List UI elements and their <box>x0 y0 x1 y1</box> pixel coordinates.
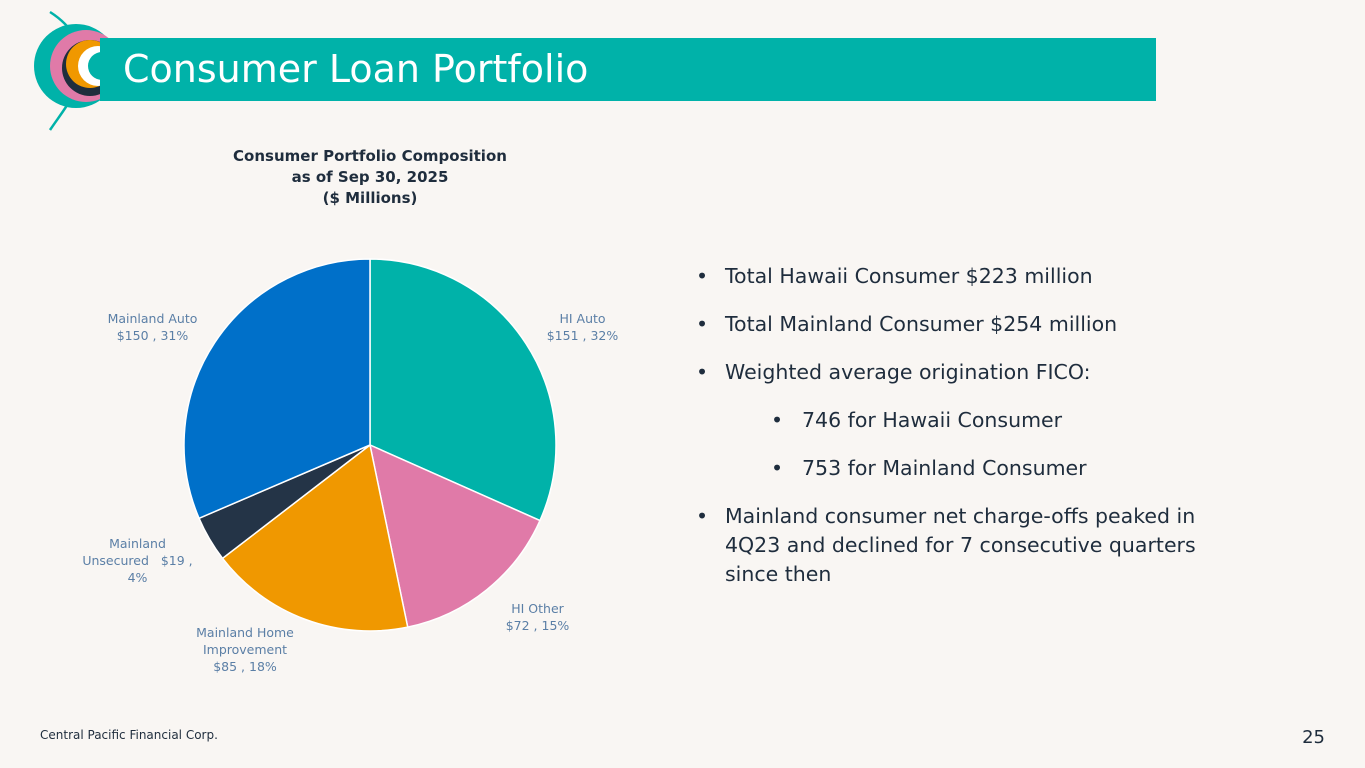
slice-label-mainland-unsecured-value: 4% <box>127 570 148 585</box>
slice-label-mainland-unsecured: Mainland Unsecured $19 , 4% <box>70 535 205 586</box>
chart-title-line-2: as of Sep 30, 2025 <box>291 168 449 186</box>
slice-label-mainland-home-improvement: Mainland Home Improvement $85 , 18% <box>170 624 320 675</box>
slice-label-mainland-unsecured-name: Mainland <box>109 536 166 551</box>
bullet-text: 746 for Hawaii Consumer <box>802 408 1063 432</box>
bullet-glyph: • <box>696 264 709 288</box>
bullet-glyph: • <box>771 408 784 432</box>
slice-label-mainland-home-value: $85 , 18% <box>213 659 277 674</box>
bullet-item: • Mainland consumer net charge-offs peak… <box>690 502 1250 589</box>
chart-title: Consumer Portfolio Composition as of Sep… <box>210 146 530 209</box>
page-title: Consumer Loan Portfolio <box>123 47 589 91</box>
bullet-text: Total Hawaii Consumer $223 million <box>725 264 1093 288</box>
slice-label-mainland-unsecured-name-2: Unsecured $19 , <box>82 553 193 568</box>
bullet-item: • Total Mainland Consumer $254 million <box>690 310 1250 339</box>
bullet-glyph: • <box>696 312 709 336</box>
bullet-glyph: • <box>771 456 784 480</box>
chart-title-line-3: ($ Millions) <box>322 189 418 207</box>
slice-label-hi-other-value: $72 , 15% <box>505 618 570 633</box>
slice-label-hi-auto: HI Auto $151 , 32% <box>520 310 645 344</box>
slice-label-mainland-home-name-2: Improvement <box>202 642 288 657</box>
bullet-text: Mainland consumer net charge-offs peaked… <box>725 504 1196 586</box>
title-bar <box>100 38 1156 101</box>
pie-slice-mainland-home-improvement <box>221 443 409 632</box>
slice-label-hi-other: HI Other $72 , 15% <box>475 600 600 634</box>
pie-slice-hi-other <box>368 443 541 629</box>
bullet-item: • Total Hawaii Consumer $223 million <box>690 262 1250 291</box>
pie-slice-hi-auto <box>369 258 557 522</box>
slice-label-hi-other-name: HI Other <box>511 601 564 616</box>
sub-bullet-item: • 746 for Hawaii Consumer <box>690 406 1250 435</box>
bullet-text: 753 for Mainland Consumer <box>802 456 1087 480</box>
pie-slice-mainland-auto <box>183 258 371 520</box>
bullet-item: • Weighted average origination FICO: <box>690 358 1250 387</box>
bullet-text: Total Mainland Consumer $254 million <box>725 312 1118 336</box>
slice-label-mainland-auto-value: $150 , 31% <box>116 328 189 343</box>
slice-label-mainland-auto: Mainland Auto $150 , 31% <box>90 310 215 344</box>
pie-chart <box>183 258 557 632</box>
slice-label-mainland-auto-name: Mainland Auto <box>107 311 198 326</box>
sub-bullet-item: • 753 for Mainland Consumer <box>690 454 1250 483</box>
slice-label-hi-auto-name: HI Auto <box>559 311 606 326</box>
chart-title-line-1: Consumer Portfolio Composition <box>233 147 507 165</box>
slice-label-hi-auto-value: $151 , 32% <box>546 328 619 343</box>
page-number: 25 <box>1302 727 1325 748</box>
footer-company-name: Central Pacific Financial Corp. <box>40 728 218 742</box>
slice-label-mainland-home-name: Mainland Home <box>196 625 294 640</box>
bullet-text: Weighted average origination FICO: <box>725 360 1091 384</box>
bullet-glyph: • <box>696 504 709 528</box>
bullet-glyph: • <box>696 360 709 384</box>
bullet-list: • Total Hawaii Consumer $223 million • T… <box>690 262 1250 608</box>
